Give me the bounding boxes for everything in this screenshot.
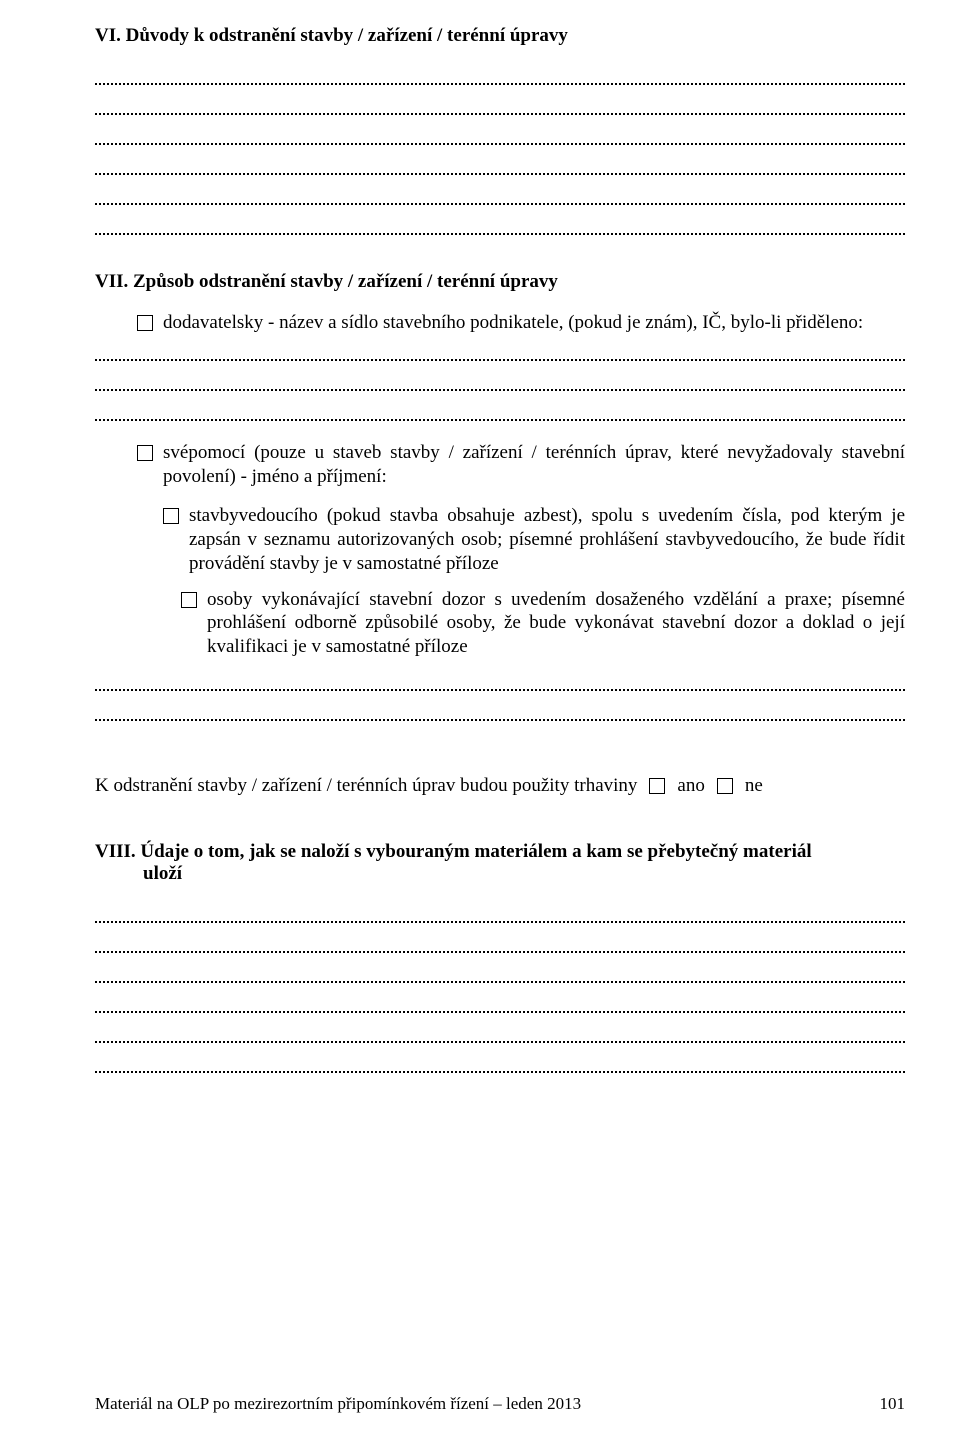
checkbox-svepomoci[interactable] (137, 445, 153, 461)
dotted-line (95, 65, 905, 89)
dotted-line (95, 1023, 905, 1047)
dotted-line (95, 95, 905, 119)
nested-option-1-row: stavbyvedoucího (pokud stavba obsahuje a… (163, 504, 905, 575)
checkbox-no[interactable] (717, 778, 733, 794)
footer-text: Materiál na OLP po mezirezortním připomí… (95, 1394, 581, 1414)
footer-page-number: 101 (880, 1394, 906, 1414)
nested-option-1-label: stavbyvedoucího (pokud stavba obsahuje a… (189, 504, 905, 575)
dotted-after-dodavatelsky (95, 341, 905, 425)
section-6-dotted-lines (95, 65, 905, 239)
dotted-line (95, 341, 905, 365)
dotted-line (95, 401, 905, 425)
dotted-line (95, 903, 905, 927)
section-6-heading: VI. Důvody k odstranění stavby / zařízen… (95, 25, 905, 47)
section-8-heading-line2: uloží (95, 863, 905, 885)
dotted-line (95, 371, 905, 395)
section-8-dotted-lines (95, 903, 905, 1077)
blast-question-text: K odstranění stavby / zařízení / terénní… (95, 775, 637, 797)
dotted-line (95, 1053, 905, 1077)
nested-option-2-row: osoby vykonávající stavební dozor s uved… (163, 588, 905, 659)
dotted-line (95, 185, 905, 209)
page-footer: Materiál na OLP po mezirezortním připomí… (95, 1394, 905, 1414)
yes-label: ano (677, 775, 704, 797)
option-svepomoci-label: svépomocí (pouze u staveb stavby / zaříz… (163, 441, 905, 489)
dotted-line (95, 215, 905, 239)
dotted-line (95, 125, 905, 149)
checkbox-dodavatelsky[interactable] (137, 315, 153, 331)
dotted-line (95, 963, 905, 987)
dotted-line (95, 701, 905, 725)
option-dodavatelsky-label: dodavatelsky - název a sídlo stavebního … (163, 311, 863, 335)
checkbox-nested-1[interactable] (163, 508, 179, 524)
dotted-line (95, 993, 905, 1017)
dotted-line (95, 933, 905, 957)
option-dodavatelsky-row: dodavatelsky - název a sídlo stavebního … (137, 311, 905, 335)
section-7-heading: VII. Způsob odstranění stavby / zařízení… (95, 271, 905, 293)
dotted-line (95, 671, 905, 695)
checkbox-yes[interactable] (649, 778, 665, 794)
dotted-line (95, 155, 905, 179)
checkbox-nested-2[interactable] (181, 592, 197, 608)
nested-option-2-label: osoby vykonávající stavební dozor s uved… (207, 588, 905, 659)
no-label: ne (745, 775, 763, 797)
option-svepomoci-row: svépomocí (pouze u staveb stavby / zaříz… (137, 441, 905, 489)
section-8-heading-line1: VIII. Údaje o tom, jak se naloží s vybou… (95, 841, 905, 863)
page: VI. Důvody k odstranění stavby / zařízen… (0, 0, 960, 1442)
blast-question-row: K odstranění stavby / zařízení / terénní… (95, 775, 905, 797)
dotted-after-nested (95, 671, 905, 725)
